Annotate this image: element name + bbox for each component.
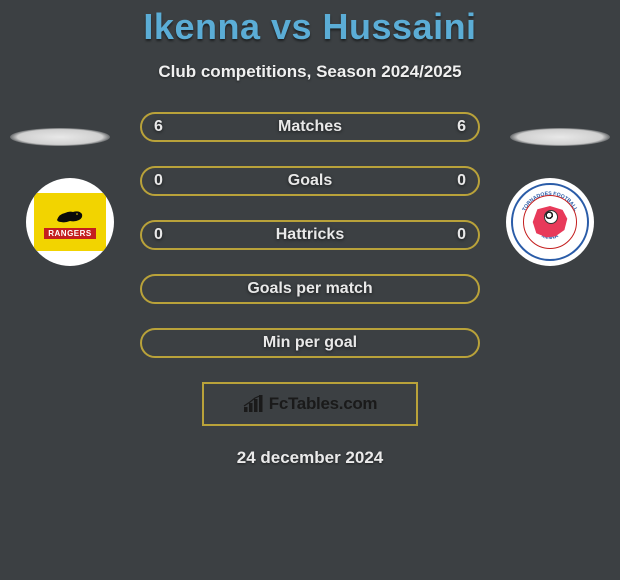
stat-right-value: 6 — [446, 118, 466, 136]
tornadoes-badge: TORNADOES FOOTBALL MINNA — [511, 183, 589, 261]
player-avatar-right — [510, 128, 610, 146]
page-title: Ikenna vs Hussaini — [0, 0, 620, 48]
rangers-badge: RANGERS — [34, 193, 106, 251]
subtitle: Club competitions, Season 2024/2025 — [0, 62, 620, 82]
stat-label: Goals — [174, 172, 446, 190]
stat-left-value: 0 — [154, 226, 174, 244]
club-badge-left: RANGERS — [26, 178, 114, 266]
stat-left-value: 0 — [154, 172, 174, 190]
stat-row-hattricks: 0 Hattricks 0 — [140, 220, 480, 250]
stat-label: Matches — [174, 118, 446, 136]
branding-text: FcTables.com — [269, 394, 378, 414]
bars-icon — [243, 395, 265, 413]
player-avatar-left — [10, 128, 110, 146]
stat-label: Goals per match — [154, 280, 466, 298]
stat-right-value: 0 — [446, 226, 466, 244]
rangers-label: RANGERS — [44, 228, 96, 239]
stat-left-value: 6 — [154, 118, 174, 136]
panther-icon — [55, 206, 85, 226]
branding-box: FcTables.com — [202, 382, 418, 426]
football-icon — [544, 210, 558, 224]
badge-inner — [523, 195, 577, 249]
stat-label: Hattricks — [174, 226, 446, 244]
club-badge-right: TORNADOES FOOTBALL MINNA — [506, 178, 594, 266]
stat-label: Min per goal — [154, 334, 466, 352]
stat-right-value: 0 — [446, 172, 466, 190]
date-text: 24 december 2024 — [0, 448, 620, 468]
stat-row-min-per-goal: Min per goal — [140, 328, 480, 358]
stat-row-goals: 0 Goals 0 — [140, 166, 480, 196]
stat-row-matches: 6 Matches 6 — [140, 112, 480, 142]
stat-row-goals-per-match: Goals per match — [140, 274, 480, 304]
